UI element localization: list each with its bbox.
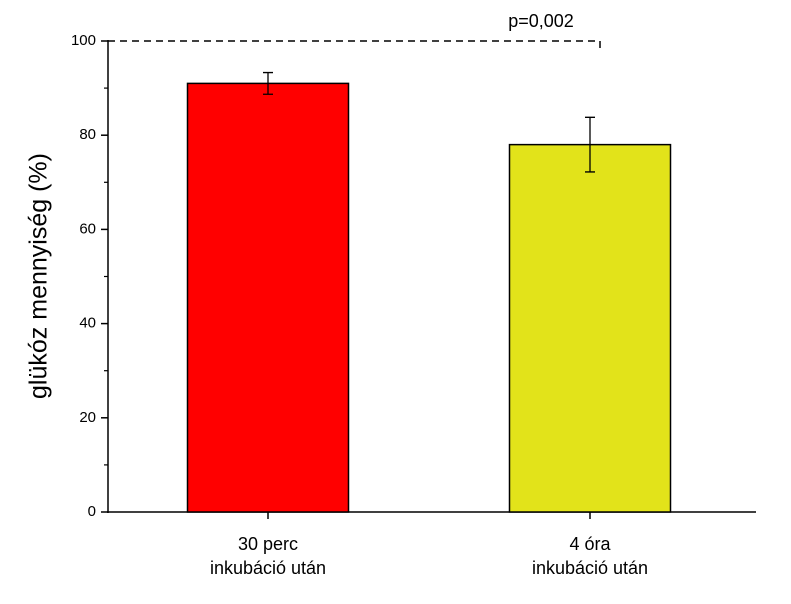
annotation: p=0,002 xyxy=(508,11,574,31)
y-axis-label: glükóz mennyiség (%) xyxy=(25,153,53,399)
y-tick-label: 40 xyxy=(79,315,96,332)
x-tick-label: inkubáció után xyxy=(210,558,326,578)
y-tick-label: 80 xyxy=(79,126,96,143)
bar xyxy=(186,82,350,513)
error-bar xyxy=(263,71,273,95)
bar xyxy=(508,143,672,513)
y-tick-label: 0 xyxy=(88,503,96,520)
significance-bracket xyxy=(108,40,601,52)
y-tick-label: 100 xyxy=(71,32,96,49)
x-tick-label: 30 perc xyxy=(238,534,298,554)
y-tick-label: 60 xyxy=(79,220,96,237)
x-tick-label: 4 óra xyxy=(569,534,611,554)
x-tick-label: inkubáció után xyxy=(532,558,648,578)
y-tick-label: 20 xyxy=(79,409,96,426)
error-bar xyxy=(585,116,595,173)
